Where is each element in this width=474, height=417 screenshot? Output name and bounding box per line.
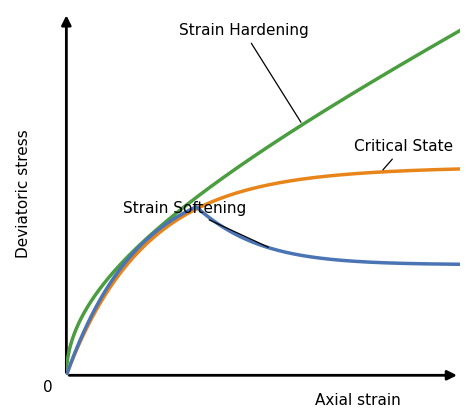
- Text: Critical State: Critical State: [354, 139, 453, 170]
- Text: Strain Softening: Strain Softening: [123, 201, 268, 247]
- Text: 0: 0: [43, 380, 52, 395]
- Text: Strain Hardening: Strain Hardening: [179, 23, 308, 122]
- Text: Deviatoric stress: Deviatoric stress: [16, 130, 31, 258]
- Text: Axial strain: Axial strain: [315, 393, 401, 408]
